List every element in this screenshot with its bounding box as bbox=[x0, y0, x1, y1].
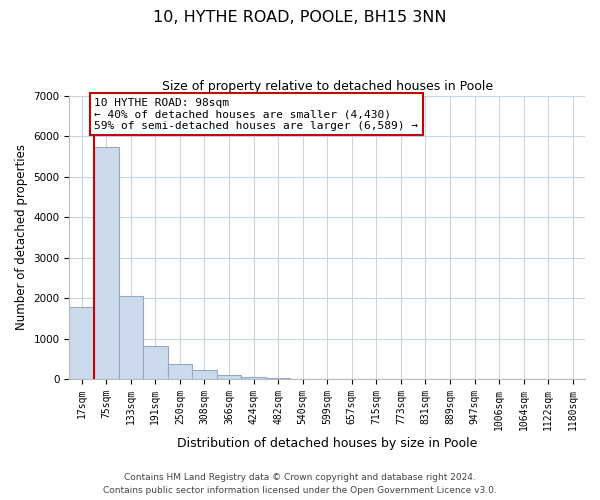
Bar bbox=[143, 346, 167, 379]
Bar bbox=[70, 307, 94, 379]
Text: 10, HYTHE ROAD, POOLE, BH15 3NN: 10, HYTHE ROAD, POOLE, BH15 3NN bbox=[153, 10, 447, 25]
X-axis label: Distribution of detached houses by size in Poole: Distribution of detached houses by size … bbox=[177, 437, 478, 450]
Title: Size of property relative to detached houses in Poole: Size of property relative to detached ho… bbox=[161, 80, 493, 93]
Bar bbox=[119, 296, 143, 379]
Bar bbox=[241, 377, 266, 379]
Bar bbox=[192, 370, 217, 379]
Text: Contains HM Land Registry data © Crown copyright and database right 2024.
Contai: Contains HM Land Registry data © Crown c… bbox=[103, 474, 497, 495]
Bar bbox=[266, 378, 290, 379]
Bar bbox=[167, 364, 192, 379]
Bar bbox=[217, 375, 241, 379]
Y-axis label: Number of detached properties: Number of detached properties bbox=[15, 144, 28, 330]
Text: 10 HYTHE ROAD: 98sqm
← 40% of detached houses are smaller (4,430)
59% of semi-de: 10 HYTHE ROAD: 98sqm ← 40% of detached h… bbox=[94, 98, 418, 131]
Bar bbox=[94, 147, 119, 379]
